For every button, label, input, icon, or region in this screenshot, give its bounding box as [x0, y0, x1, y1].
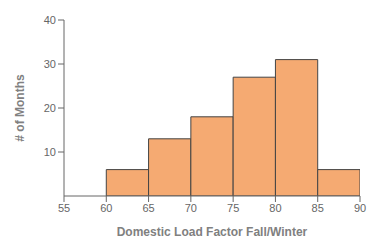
svg-text:70: 70 [185, 202, 197, 214]
svg-text:55: 55 [58, 202, 70, 214]
svg-text:Domestic Load Factor Fall/Wint: Domestic Load Factor Fall/Winter [117, 225, 308, 239]
svg-text:10: 10 [44, 146, 56, 158]
svg-text:60: 60 [100, 202, 112, 214]
svg-text:75: 75 [227, 202, 239, 214]
svg-text:40: 40 [44, 14, 56, 26]
svg-text:85: 85 [312, 202, 324, 214]
svg-text:20: 20 [44, 102, 56, 114]
svg-text:# of Months: # of Months [13, 74, 27, 142]
svg-text:80: 80 [269, 202, 281, 214]
svg-text:30: 30 [44, 58, 56, 70]
svg-text:90: 90 [354, 202, 366, 214]
svg-text:65: 65 [142, 202, 154, 214]
